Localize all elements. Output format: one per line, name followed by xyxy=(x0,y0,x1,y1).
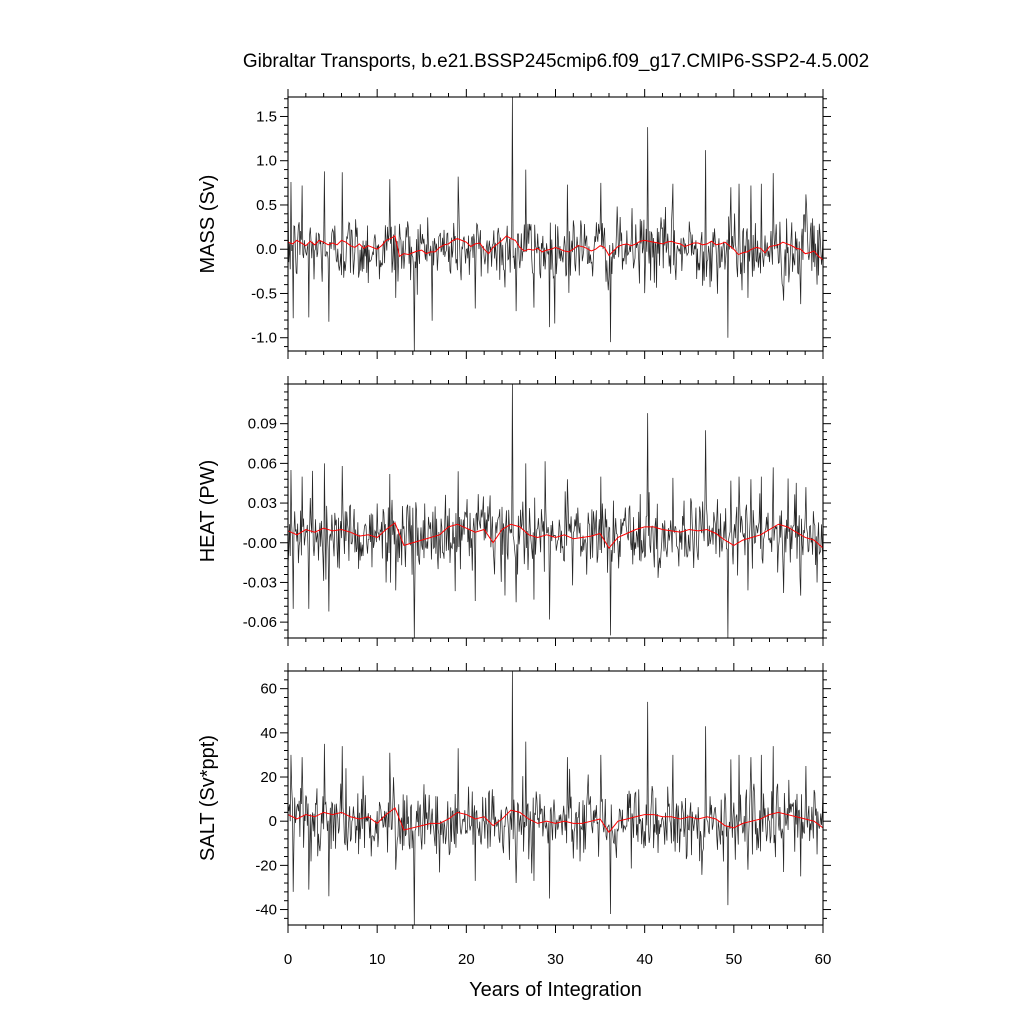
y-tick-label: 1.5 xyxy=(256,108,277,125)
plot-frame xyxy=(287,383,824,639)
y-tick-label: 0 xyxy=(269,813,277,830)
series-monthly-line xyxy=(288,97,823,351)
y-axis-label: MASS (Sv) xyxy=(197,175,219,274)
chart-title: Gibraltar Transports, b.e21.BSSP245cmip6… xyxy=(243,51,869,72)
plot-frame xyxy=(287,670,824,926)
x-tick-label: 10 xyxy=(369,951,386,968)
series-annual-mean-line xyxy=(288,807,823,834)
y-tick-label: 60 xyxy=(260,681,277,698)
y-tick-label: -0.03 xyxy=(243,574,277,591)
y-axis-label: HEAT (PW) xyxy=(197,460,219,563)
x-tick-label: 50 xyxy=(725,951,742,968)
y-tick-label: 0.06 xyxy=(248,455,277,472)
y-tick-label: 40 xyxy=(260,725,277,742)
x-tick-label: 60 xyxy=(815,951,832,968)
series-annual-mean-line xyxy=(288,235,823,261)
x-tick-label: 20 xyxy=(458,951,475,968)
y-tick-label: 0.0 xyxy=(256,241,277,258)
x-tick-label: 30 xyxy=(547,951,564,968)
x-tick-label: 0 xyxy=(284,951,292,968)
y-tick-label: -40 xyxy=(255,902,277,919)
y-tick-label: 20 xyxy=(260,769,277,786)
y-tick-label: 0.5 xyxy=(256,197,277,214)
x-tick-label: 40 xyxy=(636,951,653,968)
y-tick-label: 1.0 xyxy=(256,153,277,170)
x-axis-label: Years of Integration xyxy=(469,979,642,1001)
y-tick-label: -0.06 xyxy=(243,614,277,631)
plot-frame xyxy=(287,96,824,352)
series-monthly-line xyxy=(288,671,823,925)
series-monthly-line xyxy=(288,384,823,638)
y-tick-label: -20 xyxy=(255,857,277,874)
y-axis-label: SALT (Sv*ppt) xyxy=(197,735,219,861)
y-tick-label: -0.5 xyxy=(251,285,277,302)
y-tick-label: 0.09 xyxy=(248,416,277,433)
series-annual-mean-line xyxy=(288,522,823,549)
y-tick-label: 0.03 xyxy=(248,495,277,512)
y-tick-label: -1.0 xyxy=(251,330,277,347)
y-tick-label: -0.00 xyxy=(243,535,277,552)
